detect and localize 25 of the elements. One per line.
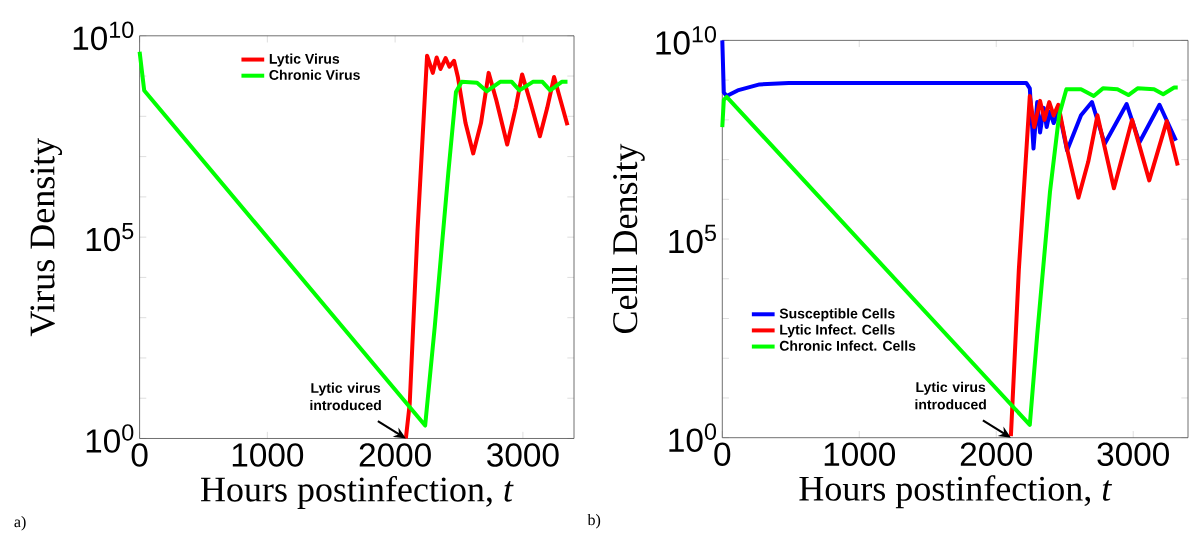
annotation: Lytic virus introduced — [915, 381, 986, 410]
x-tick-label: 2000 — [359, 443, 431, 467]
x-axis-title: Hours postinfection, t — [799, 475, 1112, 509]
annotation: Lytic virus introduced — [310, 382, 381, 411]
legend-label: Chronic Virus — [269, 69, 360, 80]
x-tick-label: 2000 — [960, 442, 1032, 467]
y-tick-label: 10$^{10}$ — [73, 21, 134, 51]
x-axis-title: Hours postinfection, t — [201, 475, 514, 509]
x-tick-label: 1000 — [824, 442, 896, 467]
legend-label: Lytic Infect. Cells — [780, 324, 895, 338]
text: b) — [587, 514, 601, 529]
legend-label: Chronic Infect. Cells — [779, 340, 916, 351]
x-tick-label: 1000 — [232, 443, 304, 467]
line-series — [720, 85, 1180, 427]
legend-label: Susceptible Cells — [779, 308, 895, 322]
y-axis-title: Virus Density — [30, 137, 63, 337]
y-tick-label: 10$^{10}$ — [656, 26, 717, 55]
y-tick-label: 10$^{5}$ — [669, 224, 716, 254]
legend-label: Lytic Virus — [269, 53, 340, 67]
y-axis-title: Celll Density — [611, 143, 645, 334]
text: a) — [14, 515, 26, 531]
x-tick-label: 3000 — [1097, 442, 1169, 467]
line-series — [137, 49, 570, 428]
y-tick-label: 10$^{5}$ — [86, 222, 134, 252]
x-tick-label: 3000 — [487, 443, 559, 467]
